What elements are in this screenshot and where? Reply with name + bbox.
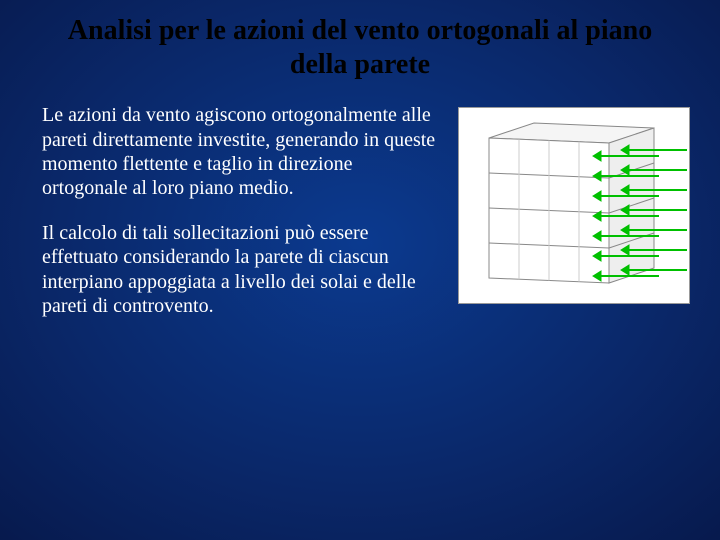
text-column: Le azioni da vento agiscono ortogonalmen… (42, 103, 458, 338)
paragraph-2: Il calcolo di tali sollecitazioni può es… (42, 221, 440, 319)
paragraph-1: Le azioni da vento agiscono ortogonalmen… (42, 103, 440, 201)
wind-building-diagram (458, 107, 690, 304)
content-row: Le azioni da vento agiscono ortogonalmen… (0, 81, 720, 338)
slide-title: Analisi per le azioni del vento ortogona… (0, 0, 720, 81)
